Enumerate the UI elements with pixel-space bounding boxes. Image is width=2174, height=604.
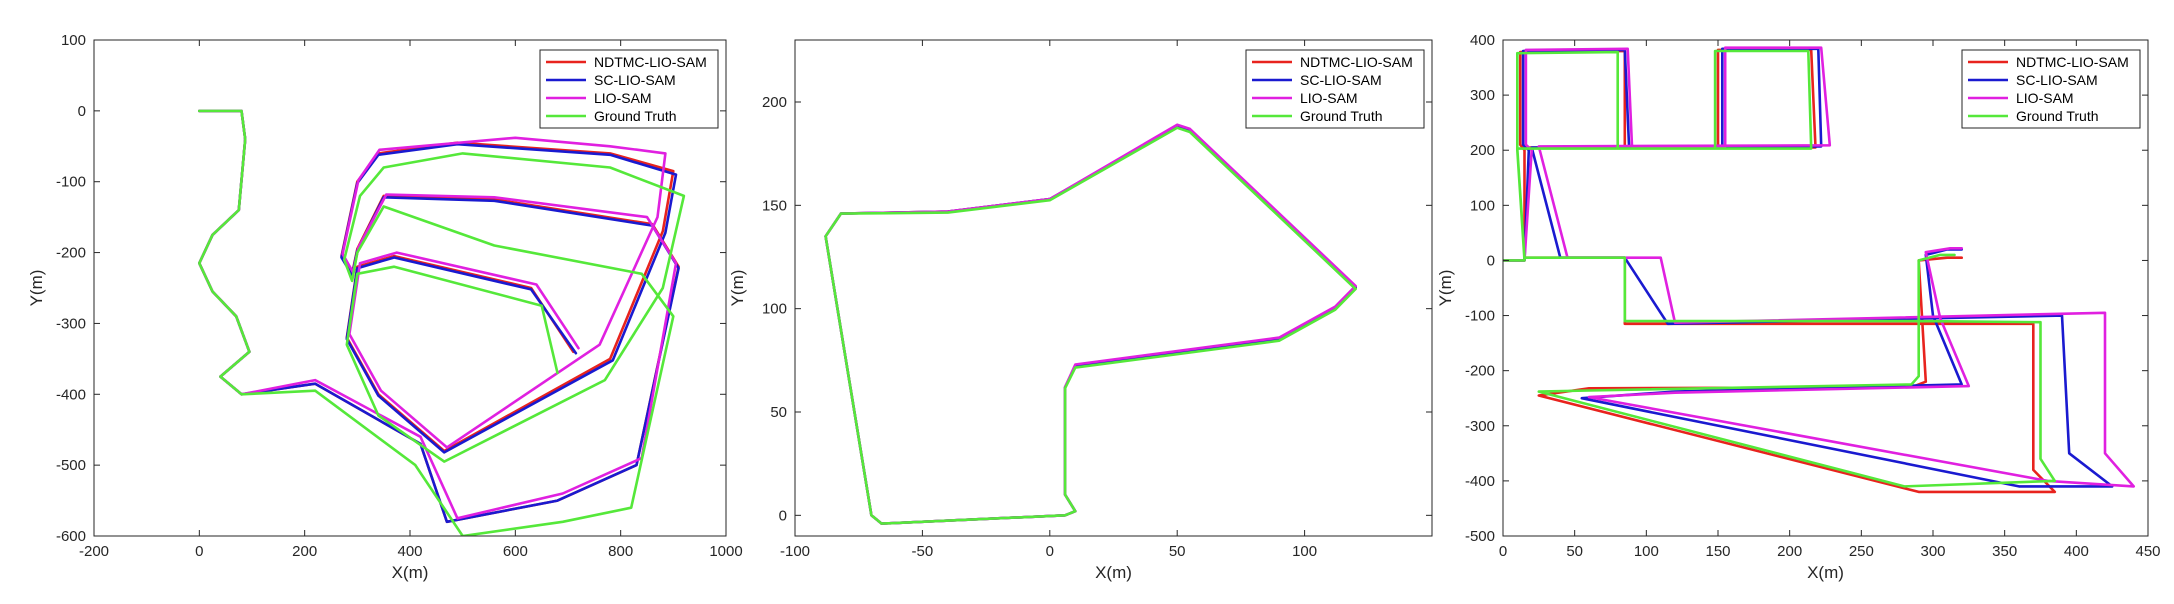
- y-tick-label: 0: [779, 507, 787, 524]
- x-tick-label: 0: [195, 543, 203, 560]
- y-axis-label: Y(m): [27, 270, 46, 307]
- y-tick-label: -400: [56, 386, 86, 403]
- y-tick-label: -100: [56, 174, 86, 191]
- x-tick-label: 200: [292, 543, 317, 560]
- y-tick-label: -200: [56, 245, 86, 262]
- series-line-ndtmc-lio-sam: [198, 109, 680, 524]
- axes-box: [1502, 39, 2149, 537]
- y-tick-label: -300: [56, 315, 86, 332]
- y-tick-label: 0: [78, 103, 86, 120]
- series-line-ground-truth: [824, 126, 1357, 525]
- y-tick-label: -200: [1465, 363, 1495, 380]
- x-tick-label: 600: [503, 543, 528, 560]
- legend-entry: Ground Truth: [2016, 108, 2099, 124]
- x-tick-label: 300: [1920, 543, 1945, 560]
- y-axis-label: Y(m): [728, 270, 747, 307]
- chart-panel-2: -100 -50 0 50 100 0 50 100 150 200 X(m) Y(m) NDTMC-L…: [728, 39, 1433, 582]
- y-tick-label: 100: [61, 32, 86, 49]
- y-tick-label: 200: [762, 94, 787, 111]
- series-group: [198, 109, 686, 536]
- y-tick-label: -400: [1465, 473, 1495, 490]
- series-line-sc-lio-sam: [198, 109, 680, 524]
- x-tick-label: 400: [2064, 543, 2089, 560]
- chart-panel-1: -200 0 200 400 600 800 1000-600-500-400-300-20…: [27, 32, 743, 582]
- x-tick-label: 400: [397, 543, 422, 560]
- y-tick-label: 0: [1487, 252, 1495, 269]
- x-tick-label: -200: [79, 543, 109, 560]
- legend-entry: NDTMC-LIO-SAM: [594, 54, 707, 70]
- legend-entry: LIO-SAM: [2016, 90, 2074, 106]
- series-line-ndtmc-lio-sam: [824, 125, 1357, 525]
- y-tick-label: 150: [762, 197, 787, 214]
- y-tick-label: -500: [56, 457, 86, 474]
- x-axis-label: X(m): [392, 563, 429, 582]
- legend-entry: LIO-SAM: [594, 90, 652, 106]
- series-line-ground-truth: [198, 109, 686, 536]
- y-tick-label: 100: [1470, 197, 1495, 214]
- x-tick-label: 50: [1169, 543, 1186, 560]
- y-tick-label: -600: [56, 528, 86, 545]
- x-tick-label: 200: [1777, 543, 1802, 560]
- x-tick-label: 1000: [709, 543, 742, 560]
- y-tick-label: 300: [1470, 87, 1495, 104]
- y-tick-label: 200: [1470, 142, 1495, 159]
- y-tick-label: 100: [762, 301, 787, 318]
- y-tick-label: -100: [1465, 308, 1495, 325]
- y-tick-label: -500: [1465, 528, 1495, 545]
- axes-box: [794, 39, 1433, 537]
- x-tick-label: 150: [1705, 543, 1730, 560]
- series-line-ground-truth: [1503, 49, 2057, 488]
- y-tick-label: 400: [1470, 32, 1495, 49]
- y-tick-label: 50: [770, 404, 787, 421]
- x-tick-label: 350: [1992, 543, 2017, 560]
- x-axis-label: X(m): [1095, 563, 1132, 582]
- legend-entry: SC-LIO-SAM: [1300, 72, 1382, 88]
- chart-panel-3: 0 50 100 150 200 250 300 350 400 450 -500 -400 -300 -…: [1436, 32, 2161, 582]
- x-tick-label: 100: [1292, 543, 1317, 560]
- x-tick-label: -50: [912, 543, 934, 560]
- legend-entry: NDTMC-LIO-SAM: [1300, 54, 1413, 70]
- legend: NDTMC-LIO-SAM SC-LIO-SAM LIO-SAM Ground Tru…: [539, 49, 719, 129]
- x-tick-label: 0: [1046, 543, 1054, 560]
- y-axis-label: Y(m): [1436, 270, 1455, 307]
- series-group: [824, 123, 1357, 525]
- x-tick-label: 450: [2135, 543, 2160, 560]
- legend-entry: Ground Truth: [1300, 108, 1383, 124]
- legend-entry: SC-LIO-SAM: [594, 72, 676, 88]
- x-tick-label: 50: [1566, 543, 1583, 560]
- x-tick-label: 250: [1849, 543, 1874, 560]
- legend-entry: SC-LIO-SAM: [2016, 72, 2098, 88]
- x-axis-label: X(m): [1807, 563, 1844, 582]
- legend: NDTMC-LIO-SAM SC-LIO-SAM LIO-SAM Ground Tru…: [1961, 49, 2141, 129]
- legend-entry: LIO-SAM: [1300, 90, 1358, 106]
- series-group: [1503, 46, 2135, 494]
- x-tick-label: -100: [780, 543, 810, 560]
- legend: NDTMC-LIO-SAM SC-LIO-SAM LIO-SAM Ground Tru…: [1245, 49, 1425, 129]
- series-line-sc-lio-sam: [824, 124, 1357, 525]
- legend-entry: Ground Truth: [594, 108, 677, 124]
- legend-entry: NDTMC-LIO-SAM: [2016, 54, 2129, 70]
- x-tick-label: 100: [1634, 543, 1659, 560]
- x-tick-label: 800: [608, 543, 633, 560]
- y-tick-label: -300: [1465, 418, 1495, 435]
- series-line-lio-sam: [824, 123, 1357, 525]
- x-tick-label: 0: [1499, 543, 1507, 560]
